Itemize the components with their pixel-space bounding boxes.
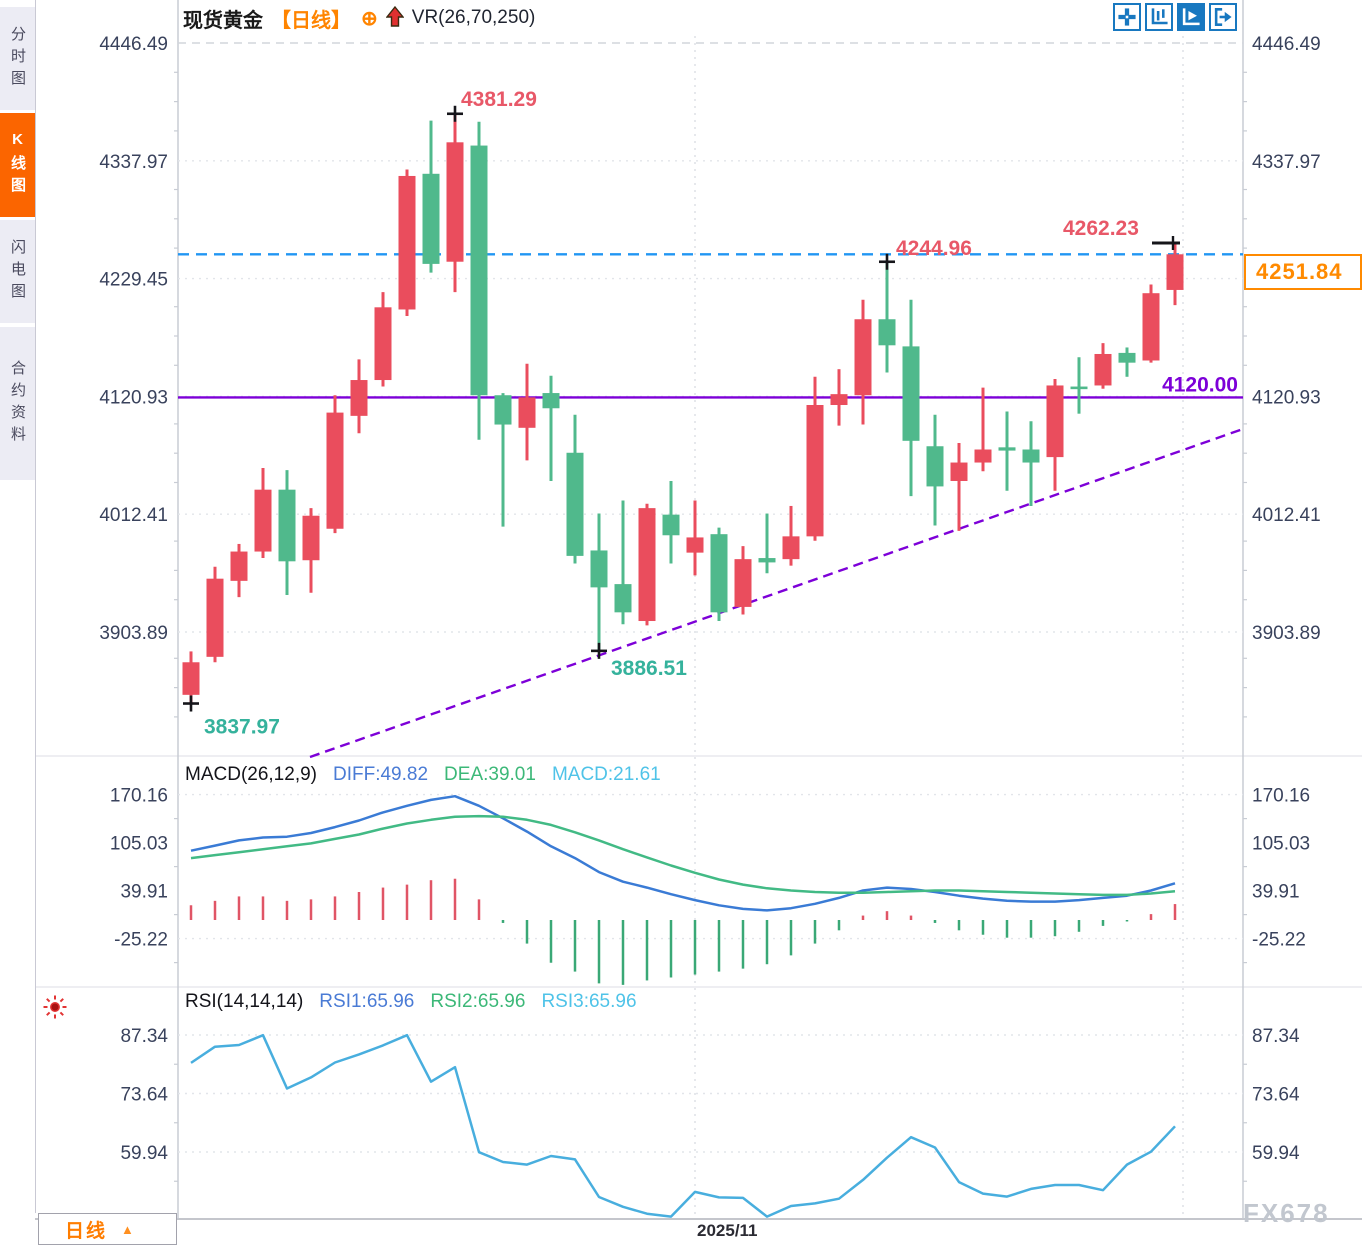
indicator-label: VR(26,70,250) — [411, 7, 536, 28]
svg-text:59.94: 59.94 — [120, 1143, 168, 1164]
period-tag: 【日线】 — [271, 9, 351, 32]
svg-text:59.94: 59.94 — [1252, 1143, 1300, 1164]
svg-text:3903.89: 3903.89 — [99, 623, 168, 644]
svg-text:170.16: 170.16 — [110, 786, 168, 807]
symbol-title: 现货黄金 — [183, 9, 263, 32]
rsi2-value: RSI2:65.96 — [430, 991, 526, 1012]
svg-text:105.03: 105.03 — [1252, 834, 1310, 855]
period-arrow-icon: ▲ — [121, 1221, 134, 1237]
target-icon[interactable]: ⊕ — [361, 7, 378, 30]
rsi-params-label: RSI(14,14,14) — [185, 991, 304, 1012]
pan-crosshair-button[interactable] — [1113, 3, 1141, 31]
svg-text:87.34: 87.34 — [1252, 1026, 1300, 1047]
up-arrow-icon — [385, 5, 404, 31]
chart-play-icon — [1182, 8, 1200, 26]
chart-play-button[interactable] — [1177, 3, 1205, 31]
svg-text:39.91: 39.91 — [120, 882, 168, 903]
x-axis-date-label: 2025/11 — [697, 1221, 758, 1240]
axis-candle-button[interactable] — [1145, 3, 1173, 31]
period-selector[interactable]: 日线 ▲ — [38, 1213, 177, 1245]
svg-text:4337.97: 4337.97 — [1252, 152, 1321, 173]
period-label: 日线 — [65, 1220, 108, 1242]
svg-text:4012.41: 4012.41 — [1252, 505, 1321, 526]
chart-toolbar — [1113, 3, 1237, 31]
sidebar: 分时图 K线图 闪电图 合约资料 — [0, 0, 36, 1213]
svg-text:4012.41: 4012.41 — [99, 505, 168, 526]
svg-text:3886.51: 3886.51 — [611, 657, 687, 680]
svg-text:4262.23: 4262.23 — [1063, 217, 1139, 240]
svg-text:170.16: 170.16 — [1252, 786, 1310, 807]
svg-text:73.64: 73.64 — [1252, 1085, 1300, 1106]
axis-candle-icon — [1151, 8, 1168, 25]
rsi3-value: RSI3:65.96 — [541, 991, 637, 1012]
sidebar-tab-time-chart[interactable]: 分时图 — [0, 7, 35, 110]
svg-text:-25.22: -25.22 — [114, 930, 168, 951]
pan-crosshair-icon — [1118, 8, 1136, 26]
svg-text:73.64: 73.64 — [120, 1085, 168, 1106]
sidebar-tab-kline-chart[interactable]: K线图 — [0, 113, 35, 217]
rsi-header: RSI(14,14,14) RSI1:65.96 RSI2:65.96 RSI3… — [185, 991, 637, 1013]
svg-text:4446.49: 4446.49 — [99, 34, 168, 55]
svg-text:105.03: 105.03 — [110, 834, 168, 855]
exit-right-icon — [1214, 8, 1232, 26]
fx678-watermark: FX678 — [1243, 1198, 1330, 1228]
rsi1-value: RSI1:65.96 — [319, 991, 415, 1012]
macd-diff-value: DIFF:49.82 — [333, 764, 429, 785]
svg-text:-25.22: -25.22 — [1252, 930, 1306, 951]
macd-header: MACD(26,12,9) DIFF:49.82 DEA:39.01 MACD:… — [185, 764, 661, 786]
macd-params-label: MACD(26,12,9) — [185, 764, 317, 785]
svg-text:4381.29: 4381.29 — [461, 88, 537, 111]
svg-text:4229.45: 4229.45 — [99, 270, 168, 291]
svg-text:4120.00: 4120.00 — [1162, 373, 1238, 396]
sun-icon — [42, 994, 68, 1025]
current-price-box: 4251.84 — [1244, 254, 1362, 290]
svg-text:3903.89: 3903.89 — [1252, 623, 1321, 644]
svg-text:87.34: 87.34 — [120, 1026, 168, 1047]
sidebar-tab-contract-info[interactable]: 合约资料 — [0, 327, 35, 480]
svg-text:3837.97: 3837.97 — [204, 716, 280, 739]
exit-right-button[interactable] — [1209, 3, 1237, 31]
macd-hist-value: MACD:21.61 — [551, 764, 661, 785]
svg-text:4446.49: 4446.49 — [1252, 34, 1321, 55]
svg-text:4120.93: 4120.93 — [1252, 387, 1321, 408]
svg-text:39.91: 39.91 — [1252, 882, 1300, 903]
sidebar-tab-lightning-chart[interactable]: 闪电图 — [0, 220, 35, 323]
macd-dea-value: DEA:39.01 — [444, 764, 536, 785]
svg-text:4337.97: 4337.97 — [99, 152, 168, 173]
svg-text:4244.96: 4244.96 — [896, 237, 972, 260]
chart-header: 现货黄金 【日线】 ⊕ VR(26,70,250) — [183, 4, 535, 32]
svg-text:4120.93: 4120.93 — [99, 387, 168, 408]
